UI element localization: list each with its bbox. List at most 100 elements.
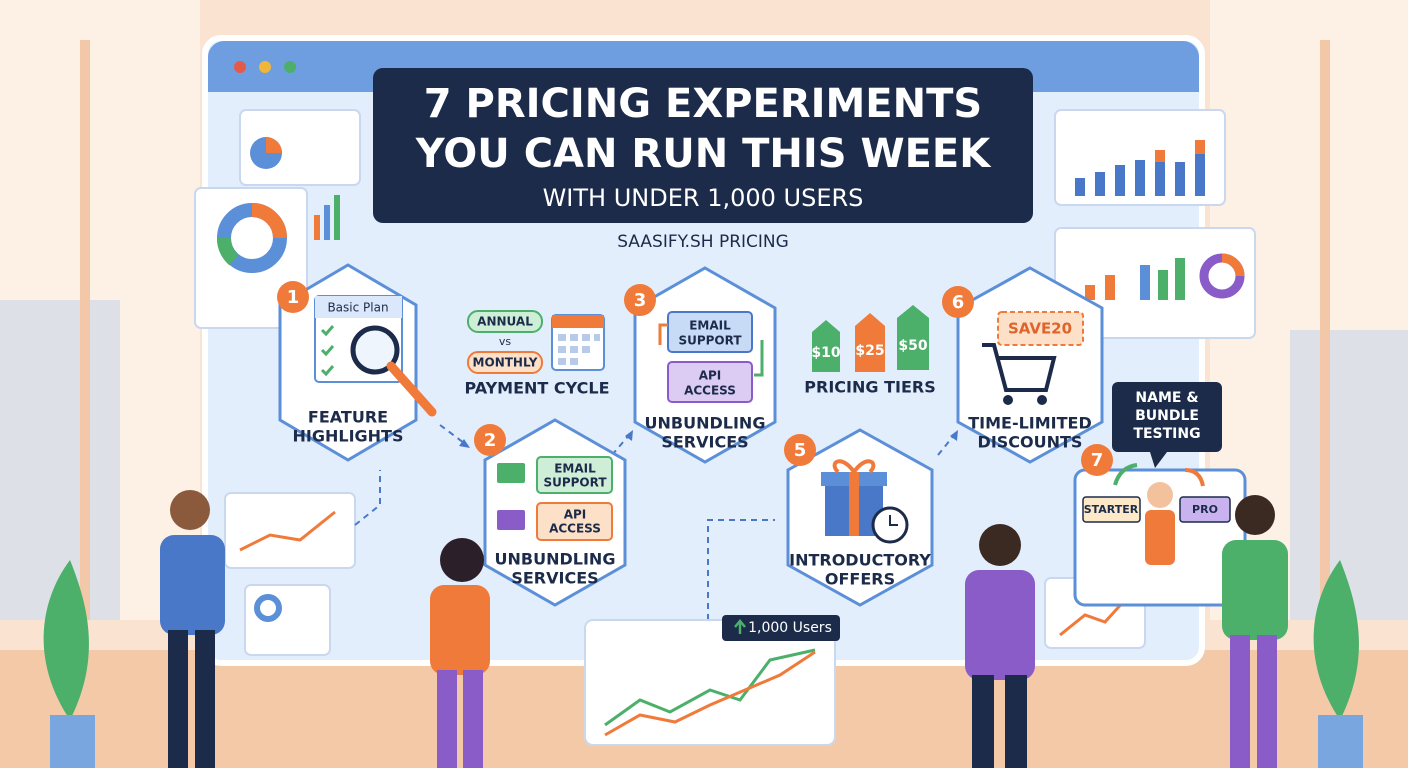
growth-chart-part — [604, 648, 816, 727]
item: API — [564, 508, 587, 522]
step-number: 5 — [794, 440, 807, 461]
people-part — [965, 570, 1035, 680]
step-label: INTRODUCTORY — [789, 551, 931, 570]
step-number: 3 — [634, 290, 647, 311]
payment-cycle-part-part — [582, 334, 590, 341]
people — [160, 490, 1288, 768]
step-7-part — [1081, 444, 1113, 476]
step-1-part — [277, 281, 309, 313]
item: EMAIL — [689, 319, 731, 333]
step-1-part — [386, 361, 437, 417]
step-label: HIGHLIGHTS — [293, 427, 404, 446]
plants-part — [1313, 560, 1359, 720]
step-number: 7 — [1091, 450, 1104, 471]
step-3: 3 EMAIL SUPPORT API ACCESS UNBUNDLING SE… — [624, 266, 777, 464]
step-7-part — [1179, 496, 1231, 523]
item: SUPPORT — [543, 476, 607, 490]
title-line: 7 PRICING EXPERIMENTS — [424, 81, 982, 127]
people-part — [440, 538, 484, 582]
payment-cycle-part-part — [558, 346, 566, 353]
step-2-part — [497, 510, 525, 530]
step-7-part — [1082, 496, 1141, 523]
mini-chart-part — [1175, 162, 1185, 196]
step-5-part — [784, 434, 816, 466]
step-7: NAME & BUNDLE TESTING 7 STARTER PRO — [1073, 382, 1247, 607]
pricing-tiers: $10 $25 $50 PRICING TIERS — [804, 305, 936, 397]
coupon: SAVE20 — [1008, 320, 1072, 338]
people-part — [168, 630, 188, 768]
people-part — [463, 670, 483, 768]
step-6-part — [942, 286, 974, 318]
step-7-part — [1150, 452, 1167, 468]
pricing-tiers-part — [812, 320, 840, 372]
step-3-part — [667, 361, 753, 403]
browser-window-part — [284, 61, 296, 73]
section-label: PRICING TIERS — [804, 378, 935, 397]
mini-chart-part — [217, 237, 239, 266]
bubble-line: TESTING — [1133, 426, 1200, 442]
payment-cycle-part-part — [582, 346, 590, 353]
price: $25 — [855, 343, 884, 359]
connectors-part — [950, 430, 958, 441]
step-3-part — [624, 284, 656, 316]
people-part — [1257, 635, 1277, 768]
mini-chart-part — [1135, 160, 1145, 196]
step-label: SERVICES — [511, 569, 598, 588]
mini-chart-part — [1059, 598, 1127, 637]
section-label: PAYMENT CYCLE — [464, 379, 609, 398]
connectors-part — [439, 424, 469, 447]
plan: STARTER — [1084, 503, 1139, 516]
mini-chart-part — [266, 137, 282, 153]
payment-cycle-part-part — [558, 358, 566, 365]
title-box-part — [373, 68, 1033, 223]
step-3-part — [658, 323, 668, 345]
room-part — [0, 300, 120, 620]
mini-chart-part — [1155, 150, 1165, 162]
step-6-part — [997, 311, 1084, 346]
mini-chart-part — [334, 195, 340, 240]
step-label: UNBUNDLING — [495, 550, 616, 569]
growth-chart-part — [734, 619, 746, 634]
step-1-part — [320, 325, 335, 377]
growth-chart-part — [604, 650, 816, 737]
people-part — [170, 490, 210, 530]
step-5-part — [849, 472, 859, 536]
browser-window-part — [259, 61, 271, 73]
step-number: 6 — [952, 292, 965, 313]
step-6: 6 SAVE20 TIME-LIMITED DISCOUNTS — [942, 266, 1104, 464]
subtitle: WITH UNDER 1,000 USERS — [543, 184, 864, 212]
growth-chart: 1,000 Users — [584, 615, 840, 746]
plants-part — [1318, 715, 1363, 768]
mini-chart-part — [1195, 140, 1205, 154]
people-part — [979, 524, 1021, 566]
brand: SAASIFY.SH PRICING — [617, 232, 789, 252]
connectors-part — [459, 439, 470, 448]
vs: vs — [499, 335, 512, 348]
step-2-part — [536, 456, 613, 494]
mini-chart-part — [1105, 275, 1115, 300]
mini-chart-part — [1140, 265, 1150, 300]
step-7-part — [1145, 510, 1175, 565]
payment-cycle-part — [552, 315, 604, 328]
step-2: 2 EMAIL SUPPORT API ACCESS UNBUNDLING SE… — [474, 418, 627, 607]
plants-part — [43, 560, 89, 720]
item: API — [699, 369, 722, 383]
mini-chart-part — [244, 584, 331, 656]
people-part — [972, 675, 994, 768]
people-part — [1230, 635, 1250, 768]
payment-cycle-part — [467, 310, 543, 333]
title-box: 7 PRICING EXPERIMENTS YOU CAN RUN THIS W… — [373, 68, 1033, 223]
mini-chart-part — [254, 594, 282, 622]
payment-cycle-part-part — [570, 346, 578, 353]
step-7-part — [1113, 463, 1138, 486]
payment-cycle-part-part — [570, 358, 578, 365]
step-label: OFFERS — [825, 570, 895, 589]
browser-window-part — [234, 61, 246, 73]
option: MONTHLY — [473, 356, 538, 370]
step-2-part — [497, 463, 525, 483]
mini-chart — [194, 109, 1256, 656]
step-label: TIME-LIMITED — [968, 414, 1092, 433]
plants — [43, 560, 1363, 768]
mini-chart-part — [314, 215, 320, 240]
